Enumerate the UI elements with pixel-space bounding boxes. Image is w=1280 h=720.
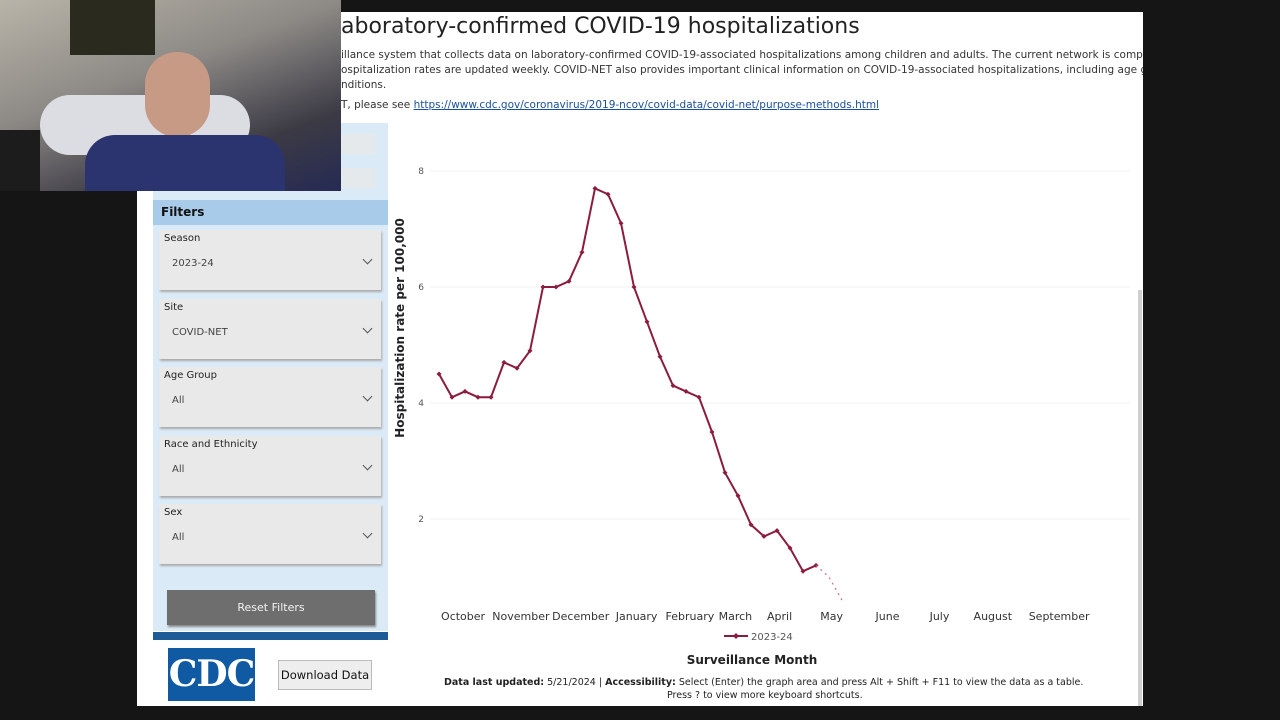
dropdown-value: All bbox=[172, 395, 185, 406]
point bbox=[631, 284, 637, 290]
dropdown-value: All bbox=[172, 532, 185, 543]
dropdown-label: Age Group bbox=[164, 370, 217, 381]
divider bbox=[153, 632, 388, 640]
face bbox=[145, 52, 210, 137]
link-prefix: T, please see bbox=[341, 99, 411, 111]
point bbox=[579, 249, 585, 255]
point bbox=[501, 359, 507, 365]
x-tick-label: August bbox=[974, 610, 1013, 623]
description: ospitalization rates are updated weekly.… bbox=[341, 64, 1143, 76]
point bbox=[449, 394, 455, 400]
x-tick-label: February bbox=[666, 610, 715, 623]
point bbox=[527, 348, 533, 354]
dropdown[interactable]: Sex All bbox=[159, 504, 381, 564]
point bbox=[462, 388, 468, 394]
x-tick-label: September bbox=[1029, 610, 1090, 623]
x-tick-label: December bbox=[552, 610, 610, 623]
dropdown-label: Season bbox=[164, 233, 201, 244]
y-axis-label: Hospitalization rate per 100,000 bbox=[393, 218, 407, 438]
dropdown[interactable]: Season 2023-24 bbox=[159, 230, 381, 290]
footer-label: Data last updated: bbox=[444, 677, 544, 688]
y-tick-label: 2 bbox=[418, 515, 424, 525]
dropdown-label: Site bbox=[164, 301, 184, 313]
dropdown[interactable]: Site COVID-NET bbox=[159, 298, 381, 359]
link-line: T, please see https://www.cdc.gov/corona… bbox=[341, 99, 879, 111]
legend-marker bbox=[733, 633, 739, 639]
footer-text: Press ? to view more keyboard shortcuts. bbox=[667, 690, 863, 701]
point bbox=[709, 429, 715, 435]
y-tick-label: 8 bbox=[418, 167, 424, 177]
point bbox=[605, 191, 611, 197]
point bbox=[475, 394, 481, 400]
footer-text: Select (Enter) the graph area and press … bbox=[679, 677, 1084, 688]
point bbox=[748, 522, 754, 528]
footer-label: Accessibility: bbox=[605, 677, 676, 688]
point bbox=[787, 545, 793, 551]
y-tick-label: 4 bbox=[418, 399, 424, 409]
point bbox=[696, 394, 702, 400]
shirt bbox=[85, 135, 285, 191]
point bbox=[722, 470, 728, 476]
point bbox=[540, 284, 546, 290]
legend-label: 2023-24 bbox=[751, 632, 793, 643]
picture-frame bbox=[70, 0, 155, 55]
point bbox=[735, 493, 741, 499]
page-title: aboratory-confirmed COVID-19 hospitaliza… bbox=[341, 14, 860, 39]
reset-button[interactable]: Reset Filters bbox=[167, 590, 375, 625]
dropdown-label: Sex bbox=[164, 507, 183, 518]
footer-line: Data last updated: 5/21/2024 | Accessibi… bbox=[444, 677, 1083, 688]
series-line bbox=[815, 564, 843, 601]
point bbox=[683, 388, 689, 394]
point bbox=[553, 284, 559, 290]
x-tick-label: March bbox=[719, 610, 753, 623]
shadow bbox=[0, 130, 40, 191]
x-tick-label: January bbox=[615, 610, 658, 623]
x-tick-label: October bbox=[441, 610, 485, 623]
description: illance system that collects data on lab… bbox=[341, 49, 1143, 61]
dropdown-value: All bbox=[172, 463, 185, 475]
dropdown-value: 2023-24 bbox=[172, 258, 214, 269]
point bbox=[800, 568, 806, 574]
point bbox=[657, 354, 663, 360]
point bbox=[436, 371, 442, 377]
footer-value: 5/21/2024 | bbox=[547, 677, 602, 688]
logo: CDC bbox=[168, 648, 255, 701]
point bbox=[488, 394, 494, 400]
point bbox=[670, 383, 676, 389]
link[interactable]: https://www.cdc.gov/coronavirus/2019-nco… bbox=[413, 99, 880, 111]
dropdown[interactable]: Age Group All bbox=[159, 367, 381, 427]
dropdown-value: COVID-NET bbox=[172, 326, 228, 338]
x-tick-label: May bbox=[820, 610, 843, 623]
dropdown[interactable]: Race and Ethnicity All bbox=[159, 435, 381, 496]
x-tick-label: July bbox=[929, 610, 950, 623]
x-tick-label: June bbox=[875, 610, 900, 623]
dashboard: aboratory-confirmed COVID-19 hospitaliza… bbox=[137, 12, 1143, 706]
point bbox=[618, 220, 624, 226]
y-tick-label: 6 bbox=[418, 283, 424, 293]
point bbox=[644, 319, 650, 325]
scrollbar[interactable] bbox=[1138, 290, 1142, 706]
x-tick-label: April bbox=[767, 610, 792, 623]
filters-header: Filters bbox=[153, 200, 388, 225]
point bbox=[761, 533, 767, 539]
point bbox=[514, 365, 520, 371]
download-button[interactable]: Download Data bbox=[278, 660, 372, 690]
x-axis-label: Surveillance Month bbox=[687, 653, 817, 667]
dropdown-label: Race and Ethnicity bbox=[164, 438, 258, 450]
description: nditions. bbox=[341, 79, 387, 91]
point bbox=[774, 528, 780, 534]
series-line bbox=[438, 186, 817, 573]
point bbox=[592, 185, 598, 191]
webcam-overlay bbox=[0, 0, 341, 191]
x-tick-label: November bbox=[492, 610, 550, 623]
point bbox=[566, 278, 572, 284]
